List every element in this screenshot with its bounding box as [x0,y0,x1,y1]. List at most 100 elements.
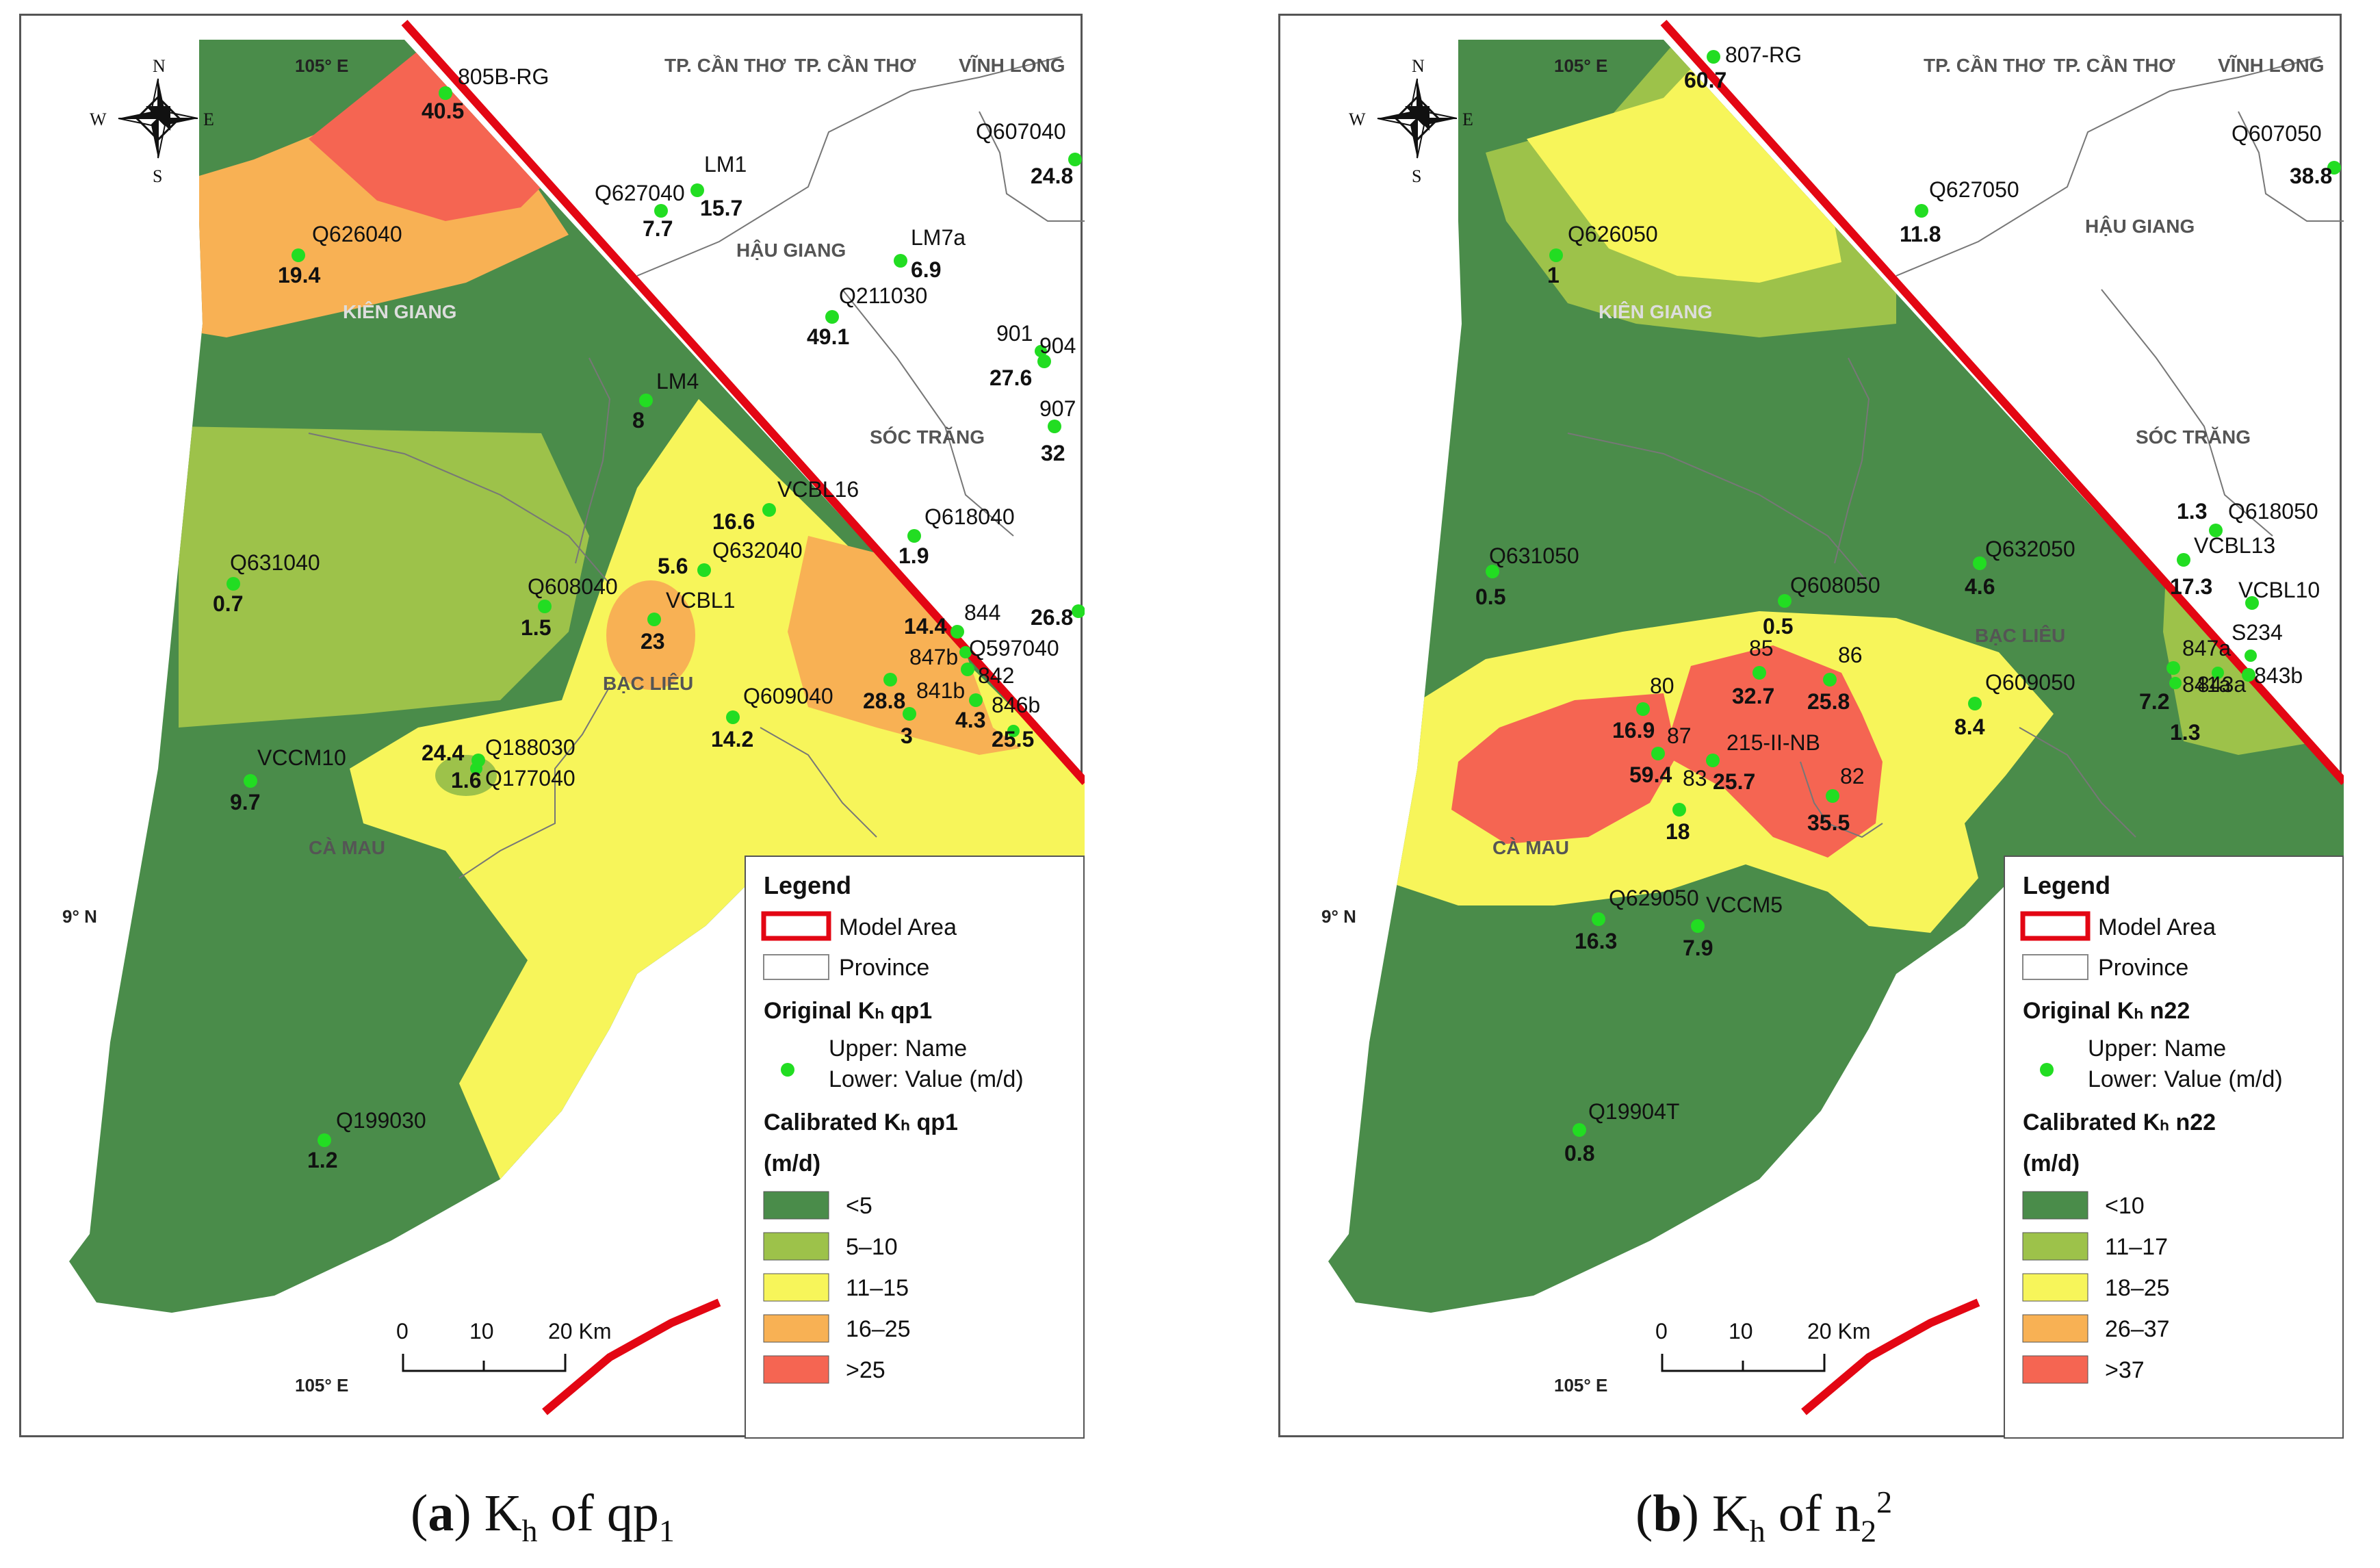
svg-text:38.8: 38.8 [2290,164,2332,188]
svg-text:Legend: Legend [2023,871,2110,899]
svg-text:59.4: 59.4 [1629,762,1672,787]
province-labels-a: TP. CẦN THƠ TP. CẦN THƠ VĨNH LONG HẬU GI… [309,55,1065,858]
map-panel-a: 105° E 105° E 9° N N S E W TP. CẦN THƠ T… [19,14,1085,1439]
province-vinh-long-a: VĨNH LONG [959,55,1065,76]
model-area-boundary-b [1660,19,2344,786]
svg-text:4.3: 4.3 [955,708,985,732]
svg-text:28.8: 28.8 [863,689,905,713]
svg-text:35.5: 35.5 [1807,810,1850,835]
svg-text:Legend: Legend [764,871,851,899]
svg-text:<5: <5 [846,1193,872,1219]
svg-text:5–10: 5–10 [846,1234,898,1260]
caption-b: (b) Kh of n22 [1635,1485,1893,1549]
svg-text:Q627050: Q627050 [1929,177,2019,202]
province-can-tho-2-a: TP. CẦN THƠ [794,55,916,76]
svg-text:VCBL1: VCBL1 [666,588,735,613]
svg-text:32: 32 [1041,441,1065,465]
province-vinh-long-b: VĨNH LONG [2218,55,2325,76]
svg-text:16.9: 16.9 [1612,718,1655,743]
zone-16-25-east-a [788,536,1020,755]
caption-a-sub2: 1 [658,1513,675,1549]
province-bac-lieu-a: BẠC LIÊU [603,673,693,694]
svg-text:Q608050: Q608050 [1790,573,1880,597]
zone-11-15-central-a [350,399,1085,1179]
svg-text:25.7: 25.7 [1713,769,1755,794]
svg-text:S: S [153,166,162,186]
svg-text:86: 86 [1838,643,1863,667]
svg-text:E: E [203,110,214,129]
svg-text:Q211030: Q211030 [839,283,927,308]
svg-text:Province: Province [2098,955,2188,981]
svg-text:847a: 847a [2182,636,2231,660]
caption-a-sub1: h [521,1513,538,1549]
svg-text:VCBL13: VCBL13 [2194,533,2275,558]
province-labels-b: TP. CẦN THƠ TP. CẦN THƠ VĨNH LONG HẬU GI… [1492,55,2325,858]
svg-text:15.7: 15.7 [700,196,742,220]
svg-text:17.3: 17.3 [2170,574,2212,599]
svg-text:26.8: 26.8 [1031,605,1073,630]
svg-text:24.4: 24.4 [422,741,464,765]
svg-text:Lower: Value (m/d): Lower: Value (m/d) [2088,1066,2283,1092]
svg-text:82: 82 [1840,764,1865,788]
svg-text:4.6: 4.6 [1965,574,1995,599]
svg-text:5.6: 5.6 [658,554,688,578]
legend-a: Legend Model Area Province Original Kₕ q… [745,856,1085,1439]
svg-text:11–17: 11–17 [2105,1234,2168,1260]
svg-text:E: E [1462,110,1473,129]
svg-text:Q607050: Q607050 [2232,121,2322,146]
svg-text:Original Kₕ qp1: Original Kₕ qp1 [764,998,932,1024]
svg-text:Q608040: Q608040 [528,574,618,599]
svg-text:1.9: 1.9 [898,543,929,568]
map-panel-b: 105° E 105° E 9° N N S E W TP. CẦN THƠ T… [1278,14,2344,1439]
svg-text:19.4: 19.4 [278,263,320,287]
map-a-svg: 105° E 105° E 9° N N S E W TP. CẦN THƠ T… [62,19,1085,1439]
svg-text:1: 1 [1547,263,1560,287]
svg-text:Q629050: Q629050 [1609,886,1699,910]
svg-text:805B-RG: 805B-RG [458,64,549,89]
lon-label-bottom-a: 105° E [295,1375,348,1396]
province-boundaries-a [308,56,1085,879]
svg-text:10: 10 [1729,1319,1753,1344]
svg-text:18–25: 18–25 [2105,1275,2170,1301]
caption-b-sub2: 2 [1861,1513,1877,1549]
svg-text:Q631050: Q631050 [1489,543,1579,568]
svg-text:Q626040: Q626040 [312,222,402,246]
zone-16-25-patch-a [606,580,695,690]
zone-gt37-east-b [1664,645,1883,858]
svg-text:Lower: Value (m/d): Lower: Value (m/d) [829,1066,1024,1092]
svg-text:843b: 843b [2254,663,2303,688]
svg-text:Q632050: Q632050 [1985,537,2075,561]
scale-bar-b: 0 10 20 Km [1655,1319,1870,1372]
svg-text:VCBL10: VCBL10 [2238,578,2320,602]
province-soc-trang-b: SÓC TRĂNG [2136,426,2251,448]
svg-text:847b: 847b [909,645,958,669]
svg-text:40.5: 40.5 [422,99,464,123]
svg-text:1.6: 1.6 [451,768,481,793]
svg-text:16.3: 16.3 [1575,929,1617,953]
scale-bar-a: 0 10 20 Km [396,1319,611,1372]
province-ca-mau-a: CÀ MAU [309,837,385,858]
svg-text:85: 85 [1749,636,1774,660]
compass-rose-a: N S E W [90,56,214,186]
svg-text:844: 844 [964,600,1000,625]
svg-text:7.2: 7.2 [2139,689,2169,714]
svg-text:Q199030: Q199030 [336,1108,426,1133]
svg-text:18: 18 [1666,819,1690,844]
zone-5-10-west-a [179,426,589,728]
svg-text:Q607040: Q607040 [976,119,1066,144]
lon-label-bottom-b: 105° E [1554,1375,1607,1396]
svg-text:16–25: 16–25 [846,1316,911,1342]
province-can-tho-1-b: TP. CẦN THƠ [1924,55,2045,76]
svg-text:VCCM5: VCCM5 [1706,892,1783,917]
svg-text:20 Km: 20 Km [1807,1319,1870,1344]
svg-text:841a: 841a [2182,672,2231,697]
svg-text:1.3: 1.3 [2170,720,2200,745]
caption-b-sub1: h [1749,1513,1765,1549]
svg-text:Province: Province [839,955,929,981]
svg-text:841b: 841b [916,678,965,703]
svg-text:7.9: 7.9 [1683,936,1713,960]
svg-text:907: 907 [1039,396,1076,421]
svg-text:20 Km: 20 Km [548,1319,611,1344]
svg-text:Q618050: Q618050 [2228,499,2318,524]
